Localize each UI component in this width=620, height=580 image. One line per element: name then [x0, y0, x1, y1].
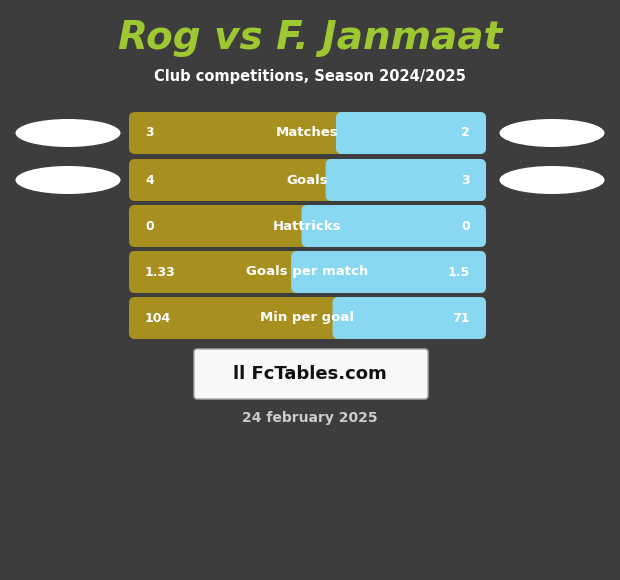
FancyBboxPatch shape: [336, 112, 486, 154]
FancyBboxPatch shape: [129, 251, 486, 293]
Text: Rog vs F. Janmaat: Rog vs F. Janmaat: [118, 19, 502, 57]
Text: 3: 3: [145, 126, 154, 140]
FancyBboxPatch shape: [332, 297, 486, 339]
Text: 2: 2: [461, 126, 470, 140]
Text: Matches: Matches: [276, 126, 339, 140]
Text: ll FcTables.com: ll FcTables.com: [233, 365, 387, 383]
FancyBboxPatch shape: [194, 349, 428, 399]
Ellipse shape: [16, 166, 120, 194]
FancyBboxPatch shape: [129, 205, 486, 247]
FancyBboxPatch shape: [291, 251, 486, 293]
Ellipse shape: [500, 119, 604, 147]
FancyBboxPatch shape: [129, 112, 486, 154]
Text: 3: 3: [461, 173, 470, 187]
Ellipse shape: [500, 166, 604, 194]
FancyBboxPatch shape: [301, 205, 486, 247]
Text: Goals per match: Goals per match: [246, 266, 369, 278]
Text: Hattricks: Hattricks: [273, 219, 342, 233]
Text: 4: 4: [145, 173, 154, 187]
Text: 1.33: 1.33: [145, 266, 175, 278]
Text: 71: 71: [453, 311, 470, 324]
Text: 0: 0: [145, 219, 154, 233]
Text: Goals: Goals: [286, 173, 329, 187]
Text: 24 february 2025: 24 february 2025: [242, 411, 378, 425]
FancyBboxPatch shape: [326, 159, 486, 201]
Text: 104: 104: [145, 311, 171, 324]
Text: Club competitions, Season 2024/2025: Club competitions, Season 2024/2025: [154, 68, 466, 84]
Ellipse shape: [16, 119, 120, 147]
FancyBboxPatch shape: [129, 297, 486, 339]
FancyBboxPatch shape: [129, 159, 486, 201]
Text: 0: 0: [461, 219, 470, 233]
Text: Min per goal: Min per goal: [260, 311, 355, 324]
Text: 1.5: 1.5: [448, 266, 470, 278]
